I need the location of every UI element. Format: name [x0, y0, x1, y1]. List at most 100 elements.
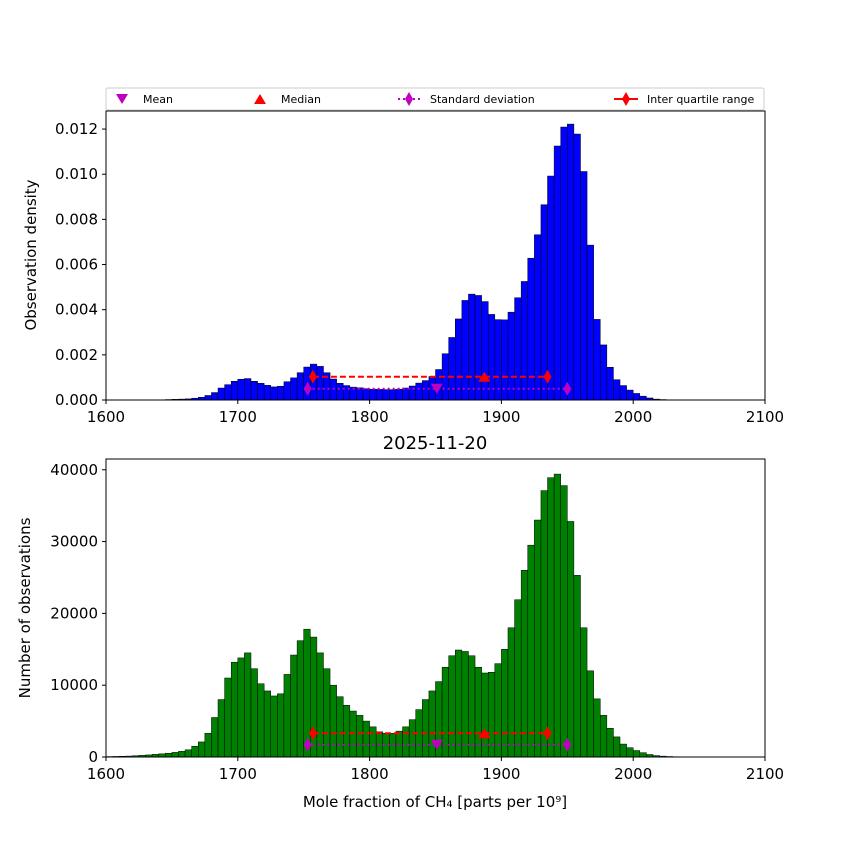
histogram-bar	[198, 741, 206, 758]
histogram-bar	[244, 378, 252, 401]
legend-box	[105, 87, 765, 111]
histogram-bar	[441, 666, 449, 758]
histogram-bar	[540, 490, 548, 758]
median-marker	[478, 728, 491, 739]
histogram-bar	[507, 627, 515, 758]
legend-mean-label: Mean	[143, 93, 173, 106]
histogram-bar	[296, 372, 304, 401]
histogram-bar	[494, 663, 502, 758]
histogram-bar	[257, 383, 265, 401]
histogram-bar	[461, 651, 469, 758]
histogram-bar	[250, 668, 258, 758]
histogram-bar	[600, 715, 608, 758]
histogram-bar	[336, 383, 344, 401]
histogram-bar	[428, 690, 436, 758]
histogram-bar	[342, 705, 351, 758]
histogram-bar	[520, 570, 529, 758]
histogram-bar	[244, 652, 252, 758]
bottom-y-axis-label: Number of observations	[16, 517, 34, 698]
histogram-bar	[408, 719, 416, 758]
top-histogram-panel: 1600 1700 1800 1900 2000 2100 0.000 0.002 0.004…	[22, 110, 784, 426]
histogram-bar	[356, 387, 364, 401]
x-tick-label: 2000	[614, 408, 652, 426]
histogram-bar	[547, 477, 555, 758]
bottom-x-axis-ticks: 1600 1700 1800 1900 2000 2100	[87, 757, 784, 783]
histogram-bar	[573, 575, 581, 758]
histogram-bar	[619, 385, 627, 401]
bottom-chart-title: 2025-11-20	[383, 433, 488, 454]
histogram-bar	[501, 319, 509, 401]
iqr-low-marker	[308, 726, 317, 741]
histogram-bar	[474, 295, 482, 401]
histogram-bar	[316, 366, 324, 401]
legend-item-mean: Mean	[116, 93, 173, 106]
iqr-high-marker	[543, 726, 552, 741]
legend-std-label: Standard deviation	[430, 93, 535, 106]
bottom-plot-frame	[105, 458, 766, 758]
histogram-bar	[270, 695, 278, 758]
top-plot-frame	[105, 110, 766, 401]
legend-item-median: Median	[254, 93, 321, 106]
histogram-bar	[632, 393, 641, 401]
y-tick-label: 0.012	[55, 120, 98, 138]
x-tick-label: 2000	[614, 765, 652, 783]
x-tick-label: 1600	[87, 408, 125, 426]
y-tick-label: 0.000	[55, 391, 98, 409]
histogram-bar	[534, 519, 542, 758]
histogram-bar	[534, 234, 542, 401]
histogram-bar	[237, 657, 245, 758]
histogram-bar	[217, 699, 225, 758]
y-tick-label: 0.006	[55, 256, 98, 274]
histogram-bar	[619, 743, 627, 758]
x-tick-label: 1700	[219, 765, 257, 783]
histogram-bar	[580, 627, 588, 758]
x-tick-label: 2100	[746, 765, 784, 783]
bottom-x-axis-label: Mole fraction of CH₄ [parts per 10⁹]	[303, 793, 567, 811]
histogram-bar	[639, 752, 647, 758]
histogram-bar	[593, 698, 601, 758]
legend-iqr-marker	[622, 92, 630, 106]
histogram-bar	[586, 670, 594, 758]
histogram-bar	[178, 751, 186, 758]
iqr-low-marker	[308, 369, 317, 384]
histogram-bar	[277, 385, 285, 401]
bottom-histogram-bars	[105, 473, 700, 758]
histogram-bar	[514, 297, 522, 401]
legend-mean-marker	[116, 94, 128, 104]
mean-marker	[430, 739, 443, 750]
histogram-bar	[356, 715, 364, 758]
top-histogram-bars	[158, 123, 673, 401]
histogram-bar	[389, 389, 397, 401]
histogram-bar	[277, 693, 285, 758]
x-tick-label: 1600	[87, 765, 125, 783]
histogram-bar	[507, 311, 515, 401]
histogram-bar	[224, 384, 232, 401]
histogram-bar	[217, 387, 225, 401]
histogram-bar	[540, 204, 548, 401]
histogram-bar	[593, 319, 601, 401]
histogram-bar	[474, 666, 482, 758]
histogram-bar	[211, 392, 219, 401]
bottom-histogram-panel: 2025-11-20 1600 1700 1800 1900 2000 2100 0 100…	[16, 433, 784, 811]
histogram-bar	[290, 377, 298, 401]
iqr-high-marker	[543, 369, 552, 384]
median-marker	[478, 371, 491, 382]
legend: Mean Median Standard deviation Inter qua…	[105, 87, 765, 111]
histogram-bar	[415, 382, 423, 401]
histogram-bar	[487, 314, 496, 401]
x-tick-label: 1800	[351, 765, 389, 783]
histogram-bar	[481, 672, 489, 758]
histogram-bar	[382, 389, 390, 401]
legend-std-marker	[405, 92, 413, 106]
bottom-summary-markers	[303, 726, 572, 752]
histogram-bar	[329, 684, 337, 758]
histogram-bar	[481, 301, 489, 401]
y-tick-label: 30000	[50, 533, 98, 551]
histogram-bar	[204, 395, 212, 401]
x-tick-label: 2100	[746, 408, 784, 426]
histogram-bar	[520, 281, 529, 401]
histogram-bar	[375, 389, 384, 401]
histogram-bar	[184, 749, 192, 758]
y-tick-label: 20000	[50, 604, 98, 622]
histogram-bar	[303, 628, 311, 758]
